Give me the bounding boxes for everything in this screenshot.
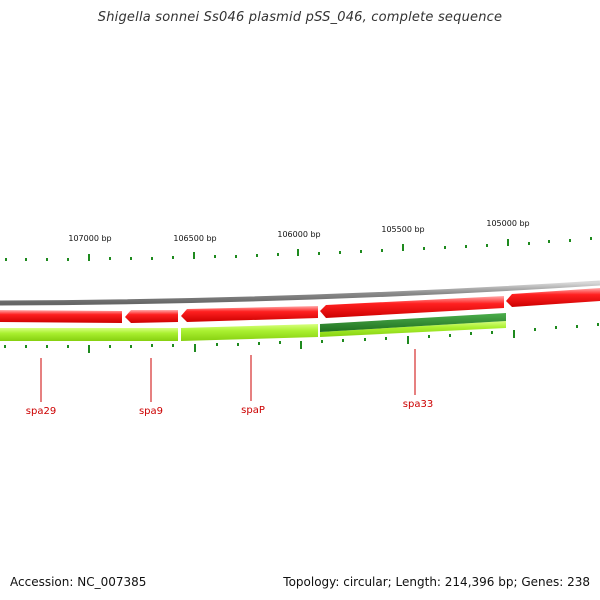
gene-arrow[interactable] [181, 306, 318, 322]
scale-label: 105500 bp [381, 225, 424, 234]
forward-strand [0, 288, 600, 323]
gene-label-spa33[interactable]: spa33 [403, 399, 433, 410]
gene-block[interactable] [181, 324, 318, 341]
gene-label-spa9[interactable]: spa9 [139, 406, 163, 417]
scale-labels: 107000 bp 106500 bp 106000 bp 105500 bp … [68, 219, 529, 243]
scale-label: 107000 bp [68, 234, 111, 243]
gene-arrow[interactable] [125, 310, 178, 323]
label-leaders [40, 349, 416, 402]
gene-labels: spa29 spa9 spaP spa33 [26, 399, 433, 417]
gene-label-spa29[interactable]: spa29 [26, 406, 56, 417]
gene-label-spap[interactable]: spaP [241, 405, 265, 416]
gene-block[interactable] [0, 328, 178, 341]
gene-arrow[interactable] [0, 310, 122, 323]
scale-label: 106000 bp [277, 230, 320, 239]
outer-ticks [5, 237, 592, 261]
gene-arrow[interactable] [506, 288, 600, 307]
reverse-strand [0, 313, 506, 341]
topology-summary: Topology: circular; Length: 214,396 bp; … [283, 575, 590, 589]
gene-arrow[interactable] [320, 296, 504, 318]
accession-text: Accession: NC_007385 [10, 575, 147, 589]
scale-label: 106500 bp [173, 234, 216, 243]
backbone-ring [0, 280, 600, 306]
scale-label: 105000 bp [486, 219, 529, 228]
gene-block[interactable] [320, 313, 506, 332]
map-title: Shigella sonnei Ss046 plasmid pSS_046, c… [97, 10, 503, 25]
gene-block[interactable] [320, 321, 506, 337]
inner-ticks [4, 323, 599, 353]
